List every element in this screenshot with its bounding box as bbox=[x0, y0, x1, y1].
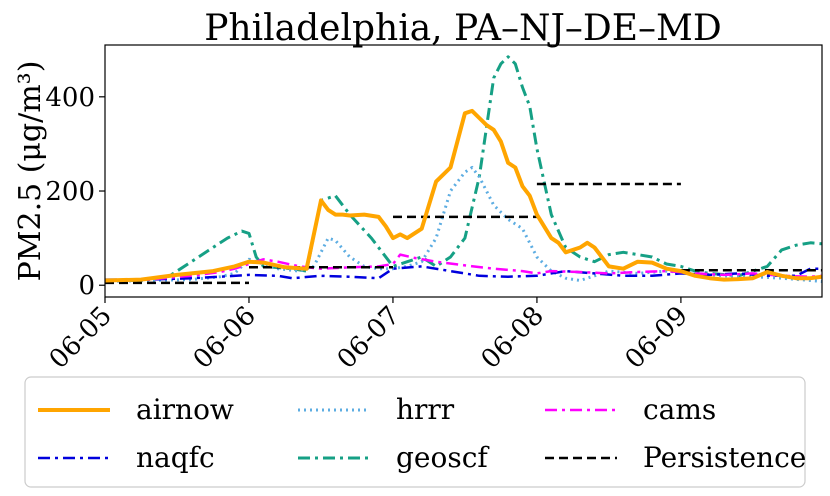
chart-title: Philadelphia, PA–NJ–DE–MD bbox=[204, 8, 722, 49]
x-tick-label: 06-07 bbox=[332, 301, 406, 375]
legend-label-naqfc: naqfc bbox=[136, 441, 215, 474]
legend-label-cams: cams bbox=[643, 393, 716, 426]
legend-label-geoscf: geoscf bbox=[396, 441, 490, 474]
series-line-airnow bbox=[105, 108, 822, 283]
x-tick-label: 06-08 bbox=[476, 301, 550, 375]
legend-label-hrrr: hrrr bbox=[396, 393, 455, 426]
series-line-cams bbox=[105, 253, 822, 282]
series-line-geoscf bbox=[105, 55, 822, 282]
y-axis-label-group: PM2.5 (μg/m³) bbox=[13, 61, 48, 282]
x-tick-label: 06-06 bbox=[188, 301, 262, 375]
legend-box bbox=[24, 376, 806, 488]
plot-frame bbox=[104, 44, 823, 298]
x-tick-label: 06-05 bbox=[44, 301, 118, 375]
y-tick-label: 0 bbox=[78, 271, 95, 301]
y-tick-label: 200 bbox=[45, 177, 95, 207]
y-tick-label: 400 bbox=[45, 83, 95, 113]
x-tick-label: 06-09 bbox=[620, 301, 694, 375]
legend: airnow hrrr cams naqfc geoscf Persistence bbox=[24, 376, 806, 488]
legend-label-airnow: airnow bbox=[136, 393, 234, 426]
y-axis-label: PM2.5 (μg/m³) bbox=[13, 61, 48, 282]
axes: 0 200 400 06-05 06-06 06-07 06-08 06-09 bbox=[44, 44, 823, 375]
plot-area bbox=[105, 55, 822, 285]
legend-label-persistence: Persistence bbox=[643, 441, 806, 474]
